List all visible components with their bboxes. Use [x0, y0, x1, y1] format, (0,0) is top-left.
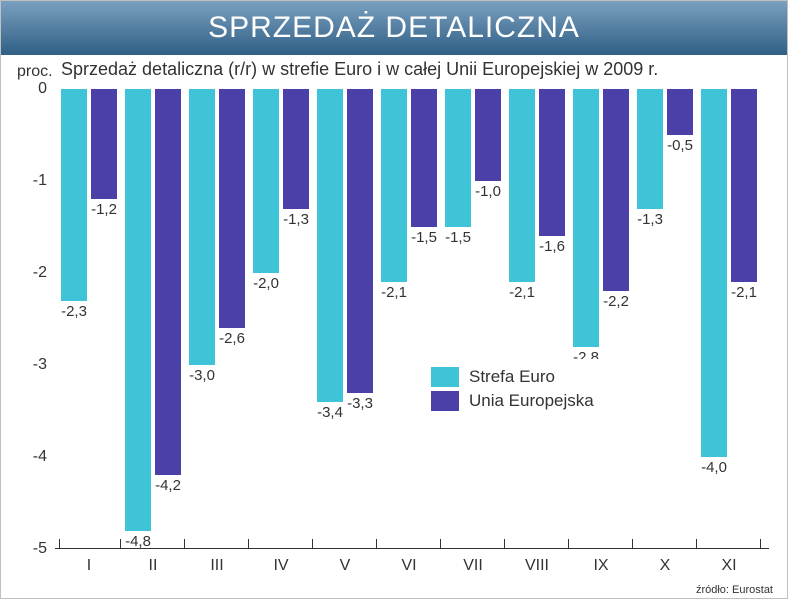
bar-value-label: -4,2: [155, 477, 181, 494]
x-tick: [760, 539, 761, 549]
x-tick: [696, 539, 697, 549]
legend-item: Unia Europejska: [431, 391, 594, 411]
x-category-label: VI: [401, 557, 416, 575]
bar-strefa-euro: [637, 89, 663, 209]
bar-value-label: -2,6: [219, 330, 245, 347]
bar-value-label: -1,3: [283, 211, 309, 228]
x-tick: [248, 539, 249, 549]
bar-value-label: -2,1: [381, 284, 407, 301]
x-category-label: X: [660, 557, 671, 575]
bar-unia-europejska: [347, 89, 373, 393]
x-tick: [120, 539, 121, 549]
x-category-label: VIII: [525, 557, 549, 575]
bar-value-label: -1,5: [411, 229, 437, 246]
bar-value-label: -3,3: [347, 395, 373, 412]
bar-strefa-euro: [317, 89, 343, 402]
chart-subtitle: Sprzedaż detaliczna (r/r) w strefie Euro…: [61, 59, 771, 80]
y-unit-label: proc.: [17, 63, 53, 81]
chart-frame: SPRZEDAŻ DETALICZNA proc. Sprzedaż detal…: [0, 0, 788, 599]
bar-strefa-euro: [61, 89, 87, 301]
bar-unia-europejska: [731, 89, 757, 282]
title-bar: SPRZEDAŻ DETALICZNA: [1, 1, 787, 55]
bar-value-label: -3,4: [317, 404, 343, 421]
x-category-label: II: [149, 557, 158, 575]
bar-value-label: -2,0: [253, 275, 279, 292]
legend: Strefa Euro Unia Europejska: [425, 359, 600, 419]
bar-strefa-euro: [445, 89, 471, 227]
x-category-label: I: [87, 557, 91, 575]
plot-area: 0-1-2-3-4-5-2,3-1,2I-4,8-4,2II-3,0-2,6II…: [55, 89, 769, 549]
bar-value-label: -4,0: [701, 459, 727, 476]
bar-unia-europejska: [475, 89, 501, 181]
bar-value-label: -2,1: [731, 284, 757, 301]
bar-strefa-euro: [701, 89, 727, 457]
y-tick-label: -5: [17, 540, 47, 558]
x-category-label: IV: [273, 557, 288, 575]
x-tick: [632, 539, 633, 549]
bar-unia-europejska: [219, 89, 245, 328]
bar-strefa-euro: [573, 89, 599, 347]
bar-value-label: -2,3: [61, 303, 87, 320]
y-tick-label: -3: [17, 356, 47, 374]
y-tick-label: -1: [17, 172, 47, 190]
bar-value-label: -1,2: [91, 201, 117, 218]
x-category-label: XI: [721, 557, 736, 575]
bar-value-label: -2,1: [509, 284, 535, 301]
x-tick: [184, 539, 185, 549]
legend-swatch: [431, 391, 459, 411]
x-tick: [376, 539, 377, 549]
chart-title: SPRZEDAŻ DETALICZNA: [208, 11, 580, 45]
x-tick: [568, 539, 569, 549]
bar-value-label: -4,8: [125, 533, 151, 550]
x-tick: [59, 539, 60, 549]
y-tick-label: -4: [17, 448, 47, 466]
x-category-label: III: [210, 557, 223, 575]
bar-unia-europejska: [411, 89, 437, 227]
legend-item: Strefa Euro: [431, 367, 594, 387]
bar-strefa-euro: [253, 89, 279, 273]
bar-unia-europejska: [283, 89, 309, 209]
bar-value-label: -1,3: [637, 211, 663, 228]
bar-unia-europejska: [539, 89, 565, 236]
bar-value-label: -1,5: [445, 229, 471, 246]
x-tick: [312, 539, 313, 549]
bar-unia-europejska: [667, 89, 693, 135]
bar-strefa-euro: [125, 89, 151, 531]
x-axis: [55, 548, 769, 549]
x-category-label: IX: [593, 557, 608, 575]
bar-strefa-euro: [381, 89, 407, 282]
x-tick: [504, 539, 505, 549]
bar-strefa-euro: [509, 89, 535, 282]
bar-unia-europejska: [155, 89, 181, 475]
source-label: źródło: Eurostat: [696, 584, 773, 596]
bar-value-label: -3,0: [189, 367, 215, 384]
legend-swatch: [431, 367, 459, 387]
y-tick-label: 0: [17, 80, 47, 98]
x-tick: [440, 539, 441, 549]
bar-unia-europejska: [91, 89, 117, 199]
legend-label: Strefa Euro: [469, 367, 555, 387]
x-category-label: VII: [463, 557, 483, 575]
bar-value-label: -1,0: [475, 183, 501, 200]
legend-label: Unia Europejska: [469, 391, 594, 411]
x-category-label: V: [340, 557, 351, 575]
bar-value-label: -1,6: [539, 238, 565, 255]
bar-strefa-euro: [189, 89, 215, 365]
bar-unia-europejska: [603, 89, 629, 291]
y-tick-label: -2: [17, 264, 47, 282]
bar-value-label: -0,5: [667, 137, 693, 154]
bar-value-label: -2,2: [603, 293, 629, 310]
